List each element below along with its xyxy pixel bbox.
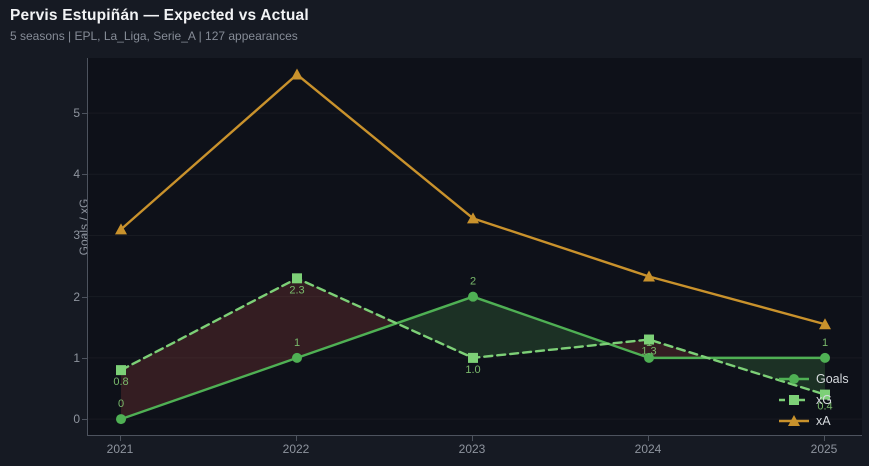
xg-point xyxy=(292,273,302,284)
x-tick-label: 2023 xyxy=(458,442,486,456)
y-tick-mark xyxy=(82,113,87,115)
legend-label: Goals xyxy=(816,371,849,386)
y-tick-label: 0 xyxy=(73,412,80,427)
xa-point xyxy=(467,212,479,224)
xg-point xyxy=(468,352,478,363)
fill-underperformance xyxy=(297,278,397,358)
x-tick-mark xyxy=(472,436,473,441)
xg-value-label: 2.3 xyxy=(289,284,304,296)
legend-item-xg: xG xyxy=(779,389,849,410)
goals-point xyxy=(468,291,478,302)
xg-legend-marker-icon xyxy=(779,394,809,405)
x-tick-mark xyxy=(824,436,825,441)
goals-value-label: 1 xyxy=(822,337,828,349)
page-title: Pervis Estupiñán — Expected vs Actual xyxy=(10,7,309,24)
xg-point xyxy=(820,389,830,400)
chart-plot-area: 012110.82.31.01.30.4 xyxy=(87,58,862,436)
xg-value-label: 0.4 xyxy=(817,401,832,413)
x-tick-label: 2025 xyxy=(810,442,838,456)
x-tick-label: 2024 xyxy=(634,442,662,456)
y-tick-mark xyxy=(82,357,87,359)
xa-point xyxy=(115,223,127,235)
y-tick-mark xyxy=(82,296,87,298)
chart-legend: Goals xG xA xyxy=(779,368,849,431)
x-tick-mark xyxy=(648,436,649,441)
goals-point xyxy=(292,352,302,363)
goals-point xyxy=(116,414,126,425)
xg-value-label: 1.0 xyxy=(465,364,480,376)
goals-value-label: 2 xyxy=(470,276,476,288)
goals-point xyxy=(644,352,654,363)
xg-value-label: 0.8 xyxy=(113,376,128,388)
fill-underperformance xyxy=(121,278,297,420)
x-tick-mark xyxy=(296,436,297,441)
y-tick-mark xyxy=(82,174,87,176)
y-tick-mark xyxy=(82,235,87,237)
y-tick-label: 1 xyxy=(73,350,80,365)
fill-overperformance xyxy=(473,296,609,358)
chart-canvas: 012110.82.31.01.30.4 xyxy=(88,68,862,425)
fill-overperformance xyxy=(396,296,473,358)
legend-item-goals: Goals xyxy=(779,368,849,389)
goals-legend-marker-icon xyxy=(779,373,809,384)
xg-point xyxy=(116,365,126,376)
x-tick-label: 2022 xyxy=(282,442,310,456)
goals-value-label: 1 xyxy=(294,337,300,349)
goals-value-label: 0 xyxy=(118,398,124,410)
xg-point xyxy=(644,334,654,345)
xa-point xyxy=(291,68,303,80)
goals-point xyxy=(820,352,830,363)
y-tick-label: 2 xyxy=(73,289,80,304)
xa-point xyxy=(819,318,831,330)
y-tick-label: 3 xyxy=(73,228,80,243)
xa-legend-marker-icon xyxy=(779,414,809,426)
y-tick-label: 5 xyxy=(73,106,80,121)
xa-point xyxy=(643,270,655,282)
x-tick-label: 2021 xyxy=(106,442,134,456)
page-subtitle: 5 seasons | EPL, La_Liga, Serie_A | 127 … xyxy=(10,29,298,43)
legend-item-xa: xA xyxy=(779,410,849,431)
xg-value-label: 1.3 xyxy=(641,346,656,358)
x-tick-mark xyxy=(120,436,121,441)
legend-label: xG xyxy=(816,392,832,407)
legend-label: xA xyxy=(816,413,831,428)
y-tick-label: 4 xyxy=(73,167,80,182)
y-tick-mark xyxy=(82,419,87,421)
